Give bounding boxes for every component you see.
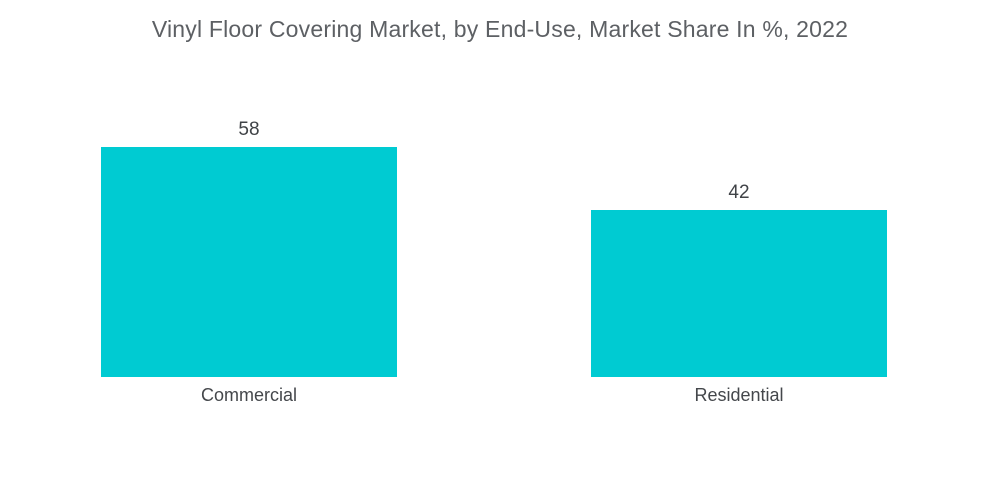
plot-area: 58 42 <box>101 0 887 377</box>
chart-title: Vinyl Floor Covering Market, by End-Use,… <box>151 16 849 42</box>
category-label-commercial: Commercial <box>200 385 297 405</box>
bar-value-label-residential: 42 <box>728 182 750 203</box>
category-label-residential: Residential <box>694 385 784 405</box>
bar-commercial <box>101 147 397 377</box>
bar-residential <box>591 210 887 377</box>
bar-value-label-commercial: 58 <box>238 119 260 140</box>
category-axis: Commercial Residential <box>101 385 887 406</box>
bar-group-residential: 42 <box>591 0 887 377</box>
bar-group-commercial: 58 <box>101 0 397 377</box>
